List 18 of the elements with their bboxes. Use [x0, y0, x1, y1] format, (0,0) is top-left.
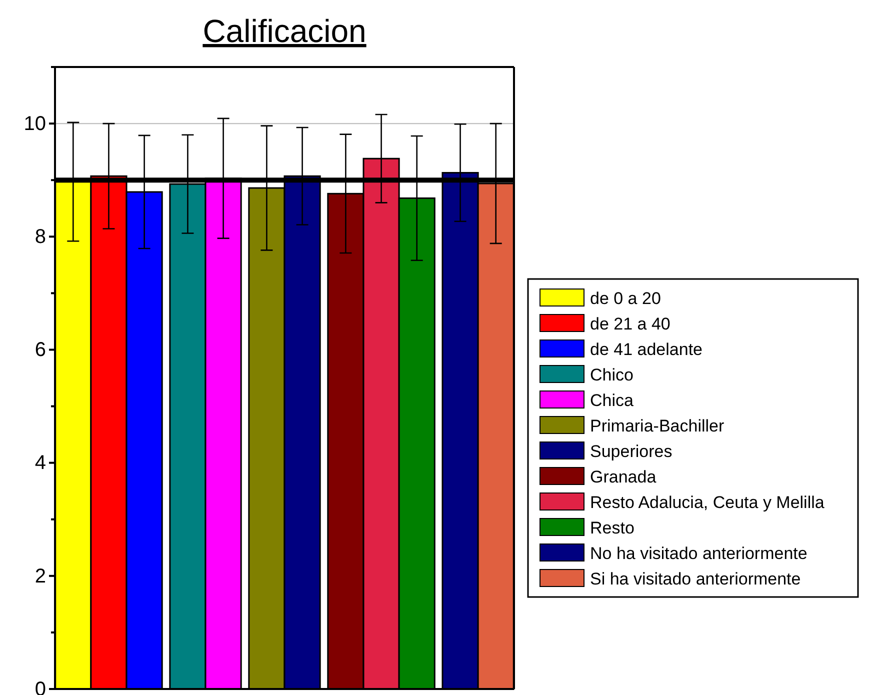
legend-label: Chica — [590, 391, 634, 410]
y-tick-label: 10 — [24, 112, 46, 135]
legend-label: de 41 adelante — [590, 340, 702, 359]
y-tick-label: 4 — [34, 452, 46, 474]
legend-label: Chico — [590, 366, 634, 384]
legend-label: de 21 a 40 — [590, 314, 670, 334]
chart-title: Calificacion — [202, 13, 366, 49]
legend-label: de 0 a 20 — [590, 289, 661, 308]
legend-label: No ha visitado anteriormente — [590, 544, 808, 563]
y-tick-label: 6 — [34, 339, 46, 362]
y-tick-label: 8 — [34, 226, 46, 248]
legend-label: Superiores — [590, 442, 672, 461]
legend-label: Granada — [590, 468, 657, 486]
legend-label: Si ha visitado anteriormente — [590, 570, 801, 588]
legend-label: Resto Adalucia, Ceuta y Melilla — [590, 493, 825, 512]
legend-label: Primaria-Bachiller — [590, 416, 724, 436]
y-tick-label: 2 — [34, 565, 46, 588]
legend-label: Resto — [590, 518, 634, 538]
